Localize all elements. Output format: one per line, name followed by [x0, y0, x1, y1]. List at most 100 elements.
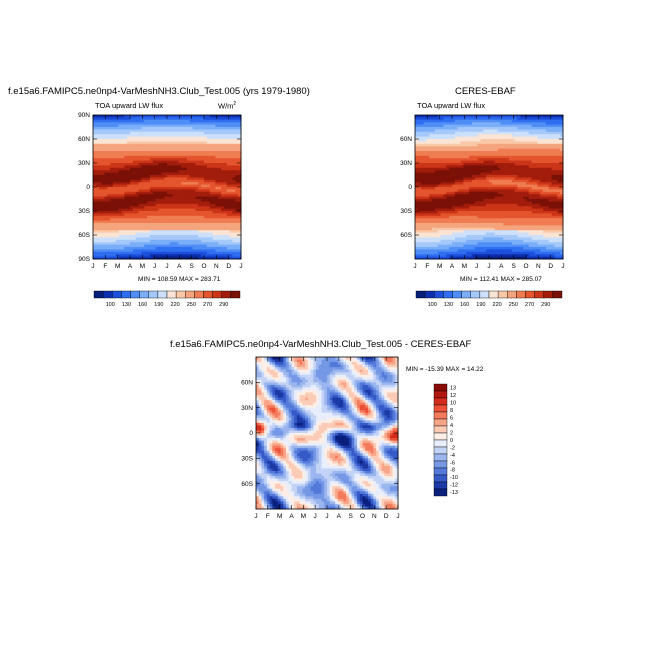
- heatmap-cell: [229, 115, 233, 118]
- heatmap-cell: [195, 251, 199, 255]
- heatmap-cell: [107, 160, 111, 164]
- heatmap-cell: [104, 201, 108, 205]
- heatmap-cell: [483, 187, 487, 190]
- heatmap-cell: [434, 136, 439, 140]
- heatmap-cell: [463, 256, 467, 260]
- heatmap-cell: [192, 256, 196, 260]
- heatmap-cell: [115, 249, 120, 253]
- heatmap-cell: [104, 124, 108, 128]
- heatmap-cell: [489, 175, 493, 178]
- heatmap-cell: [232, 155, 236, 159]
- heatmap-cell: [164, 218, 168, 222]
- heatmap-cell: [420, 187, 425, 190]
- heatmap-cell: [454, 206, 459, 210]
- heatmap-cell: [497, 134, 501, 138]
- heatmap-cell: [195, 153, 199, 157]
- heatmap-cell: [469, 146, 473, 150]
- heatmap-cell: [223, 124, 228, 128]
- heatmap-cell: [192, 151, 196, 154]
- heatmap-cell: [218, 184, 222, 188]
- heatmap-cell: [221, 170, 225, 174]
- heatmap-cell: [124, 203, 128, 207]
- heatmap-cell: [437, 247, 442, 250]
- heatmap-cell: [98, 148, 103, 152]
- heatmap-cell: [93, 177, 97, 181]
- heatmap-cell: [221, 227, 225, 231]
- heatmap-cell: [218, 215, 222, 219]
- heatmap-cell: [195, 179, 199, 183]
- heatmap-cell: [192, 160, 196, 164]
- heatmap-cell: [432, 191, 436, 195]
- heatmap-cell: [226, 206, 231, 210]
- heatmap-cell: [149, 203, 154, 207]
- heatmap-cell: [93, 206, 97, 210]
- heatmap-cell: [229, 179, 233, 183]
- heatmap-cell: [443, 134, 447, 138]
- heatmap-cell: [175, 201, 179, 205]
- heatmap-cell: [218, 237, 222, 241]
- heatmap-cell: [238, 151, 242, 154]
- heatmap-cell: [138, 230, 142, 234]
- heatmap-cell: [477, 223, 481, 226]
- heatmap-cell: [437, 232, 442, 236]
- heatmap-cell: [138, 201, 142, 205]
- heatmap-cell: [118, 194, 122, 198]
- heatmap-cell: [221, 158, 225, 162]
- heatmap-cell: [215, 184, 219, 188]
- heatmap-cell: [144, 235, 148, 238]
- heatmap-cell: [138, 211, 142, 214]
- heatmap-cell: [226, 208, 231, 212]
- heatmap-cell: [474, 206, 479, 210]
- heatmap-cell: [95, 256, 100, 260]
- heatmap-cell: [238, 249, 242, 253]
- heatmap-cell: [118, 127, 122, 130]
- heatmap-cell: [144, 256, 148, 260]
- heatmap-cell: [118, 211, 122, 214]
- heatmap-cell: [118, 124, 122, 128]
- heatmap-cell: [486, 201, 490, 205]
- heatmap-cell: [489, 213, 493, 217]
- heatmap-cell: [443, 223, 447, 226]
- heatmap-cell: [167, 182, 171, 186]
- heatmap-cell: [121, 256, 125, 260]
- heatmap-cell: [130, 247, 134, 250]
- heatmap-cell: [98, 165, 103, 169]
- heatmap-cell: [201, 203, 205, 207]
- heatmap-cell: [426, 232, 430, 236]
- heatmap-cell: [141, 158, 145, 162]
- heatmap-cell: [471, 254, 476, 258]
- heatmap-cell: [466, 201, 470, 205]
- heatmap-cell: [167, 247, 171, 250]
- heatmap-cell: [201, 249, 205, 253]
- heatmap-cell: [223, 254, 228, 258]
- heatmap-cell: [232, 158, 236, 162]
- heatmap-cell: [423, 237, 427, 241]
- heatmap-cell: [474, 215, 479, 219]
- heatmap-cell: [101, 148, 105, 152]
- heatmap-cell: [466, 239, 470, 243]
- heatmap-cell: [474, 196, 479, 200]
- heatmap-cell: [215, 129, 219, 133]
- heatmap-cell: [184, 213, 188, 217]
- heatmap-cell: [497, 179, 501, 183]
- heatmap-cell: [172, 155, 177, 159]
- heatmap-cell: [491, 160, 496, 164]
- heatmap-cell: [232, 167, 236, 171]
- heatmap-cell: [201, 189, 205, 193]
- heatmap-cell: [98, 122, 103, 126]
- heatmap-cell: [474, 194, 479, 198]
- heatmap-cell: [115, 247, 120, 250]
- heatmap-cell: [449, 206, 453, 210]
- heatmap-cell: [209, 206, 214, 210]
- heatmap-cell: [452, 206, 456, 210]
- heatmap-cell: [101, 215, 105, 219]
- heatmap-cell: [178, 155, 182, 159]
- heatmap-cell: [486, 220, 490, 224]
- heatmap-cell: [155, 143, 159, 147]
- heatmap-cell: [494, 115, 499, 118]
- heatmap-cell: [443, 232, 447, 236]
- heatmap-cell: [110, 115, 114, 118]
- heatmap-cell: [454, 244, 459, 248]
- heatmap-cell: [494, 129, 499, 133]
